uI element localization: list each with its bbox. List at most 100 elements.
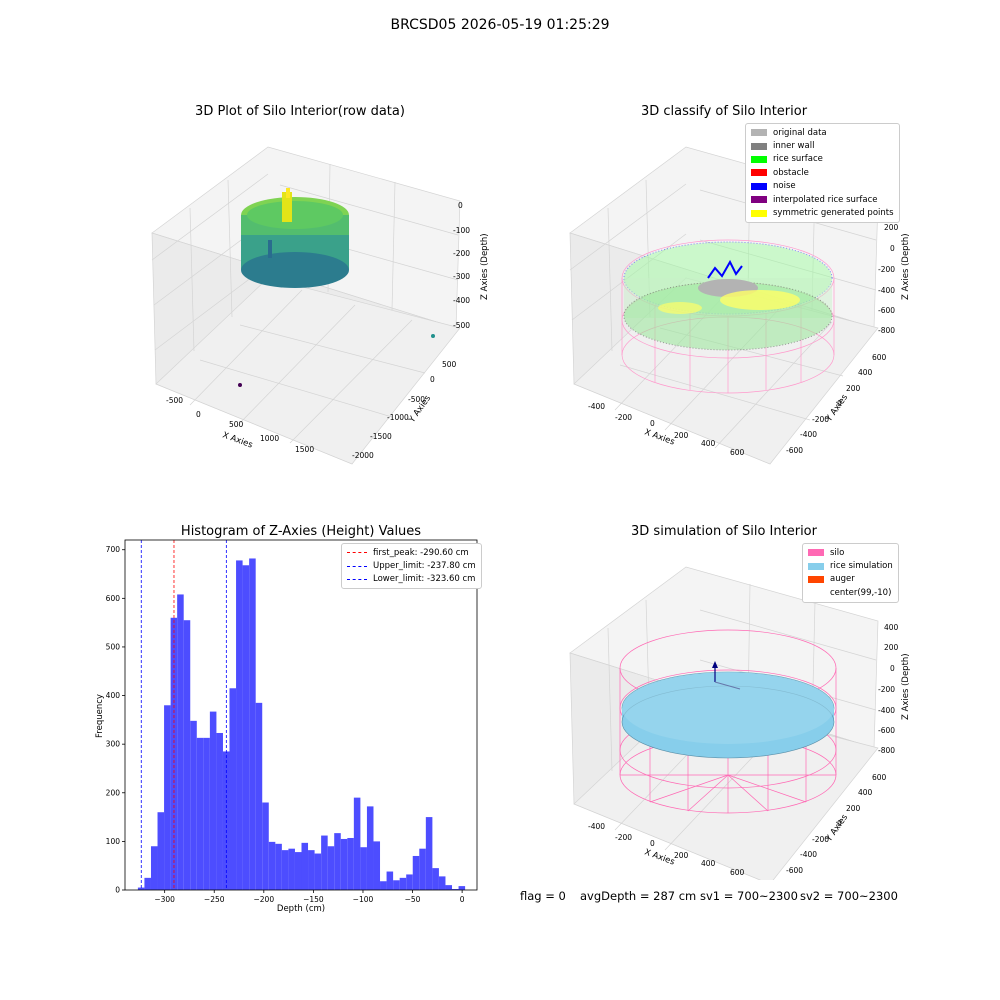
legend-item: noise <box>751 180 894 193</box>
raw-3d-plot: -500 0 500 1000 1500 500 0 -500 -1000 -1… <box>151 146 490 465</box>
z-tick-label: 0 <box>890 244 895 253</box>
x-tick-label: 0 <box>196 410 201 419</box>
histogram-bar <box>373 841 381 890</box>
legend-swatch <box>751 142 767 150</box>
raw-outlier-point <box>238 383 242 387</box>
legend-swatch <box>808 562 824 570</box>
x-tick-label: 400 <box>701 439 716 448</box>
footer-avg-depth: avgDepth = 287 cm <box>580 889 697 903</box>
x-tick-label: 1500 <box>295 445 314 454</box>
legend-label: noise <box>773 181 796 192</box>
z-tick-label: -200 <box>453 249 470 258</box>
z-axis-label: Z Axies (Depth) <box>901 233 911 300</box>
histogram-bar <box>314 853 322 890</box>
x-axis-label: X Axies <box>643 427 676 447</box>
histogram-reference-lines <box>140 540 227 890</box>
classify-legend: original data inner wall rice surface ob… <box>745 123 900 223</box>
legend-swatch <box>751 196 767 204</box>
histogram-bar <box>144 877 151 890</box>
histogram-bar <box>137 887 145 890</box>
z-tick-label: -600 <box>878 306 895 315</box>
x-tick-label: −50 <box>405 895 421 904</box>
raw-surface <box>241 188 349 288</box>
legend-item: first_peak: -290.60 cm <box>347 546 476 559</box>
y-tick-label: -1000 <box>387 413 409 422</box>
histogram-bar <box>229 688 237 890</box>
simulation-legend: silo rice simulation auger center(99,-10… <box>802 543 899 603</box>
y-tick-label: 0 <box>837 399 842 408</box>
legend-swatch <box>808 589 824 597</box>
rice-simulation-surface <box>621 671 835 759</box>
histogram-bar <box>425 817 433 890</box>
x-tick-label: -200 <box>615 413 632 422</box>
raw-plot-title: 3D Plot of Silo Interior(row data) <box>195 104 405 119</box>
x-tick-label: 200 <box>674 851 689 860</box>
z-axis-label: Z Axies (Depth) <box>480 233 490 300</box>
legend-label: Upper_limit: -237.80 cm <box>373 561 476 572</box>
classified-points <box>623 241 833 351</box>
histogram-bar <box>262 802 269 890</box>
raw-outlier-point <box>431 334 435 338</box>
histogram-bar <box>366 806 374 890</box>
histogram-chart: −300 −250 −200 −150 −100 −50 0 0 100 200 300 400 50… <box>95 539 478 914</box>
histogram-bar <box>438 876 446 890</box>
x-axis-label: Depth (cm) <box>277 904 325 914</box>
z-tick-label: -400 <box>878 706 895 715</box>
legend-item: rice simulation <box>808 559 893 572</box>
legend-item: obstacle <box>751 166 894 179</box>
histogram-bar <box>275 843 282 890</box>
x-tick-label: −300 <box>154 895 175 904</box>
histogram-bar <box>177 594 184 890</box>
legend-item: rice surface <box>751 153 894 166</box>
x-tick-label: −150 <box>303 895 324 904</box>
legend-item: symmetric generated points <box>751 206 894 219</box>
y-tick-label: 400 <box>858 368 873 377</box>
legend-label: center(99,-10) <box>830 587 892 598</box>
z-tick-label: -800 <box>878 326 895 335</box>
histogram-bar <box>360 847 367 890</box>
legend-label: silo <box>830 547 845 558</box>
histogram-bar <box>183 620 191 890</box>
legend-swatch <box>751 182 767 190</box>
x-tick-label: 400 <box>701 859 716 868</box>
legend-swatch <box>751 169 767 177</box>
footer-sv2: sv2 = 700~2300 <box>800 889 898 903</box>
legend-label: obstacle <box>773 167 809 178</box>
histogram-bar <box>203 737 210 890</box>
histogram-bar <box>445 885 453 890</box>
histogram-bar <box>236 560 243 890</box>
legend-item: original data <box>751 126 894 139</box>
histogram-bar <box>164 705 171 890</box>
x-tick-label: -500 <box>166 396 183 405</box>
y-tick-label: -400 <box>800 850 817 859</box>
legend-label: auger <box>830 574 855 585</box>
z-tick-label: 0 <box>890 664 895 673</box>
auger-marker <box>712 661 741 690</box>
histogram-y-ticks: 0 100 200 300 400 500 600 700 <box>106 545 125 895</box>
y-tick-label: 600 <box>872 773 887 782</box>
legend-item: interpolated rice surface <box>751 193 894 206</box>
histogram-bar <box>321 835 328 890</box>
legend-item: inner wall <box>751 139 894 152</box>
classify-3d-plot: -400 -200 0 200 400 600 600 400 200 0 -2… <box>569 146 911 465</box>
figure-title: BRCSD05 2026-05-19 01:25:29 <box>390 17 610 33</box>
x-tick-label: 0 <box>460 895 465 904</box>
histogram-bar <box>412 855 420 890</box>
legend-swatch <box>751 129 767 137</box>
y-tick-label: 400 <box>858 788 873 797</box>
histogram-bar <box>452 889 459 890</box>
z-axis-label: Z Axies (Depth) <box>901 653 911 720</box>
x-tick-label: 0 <box>650 839 655 848</box>
simulation-plot-title: 3D simulation of Silo Interior <box>631 524 817 539</box>
histogram-bar <box>255 702 263 890</box>
legend-label: Lower_limit: -323.60 cm <box>373 574 476 585</box>
y-tick-label: -200 <box>812 835 829 844</box>
legend-label: inner wall <box>773 141 815 152</box>
legend-line <box>347 552 367 554</box>
z-tick-label: -200 <box>878 265 895 274</box>
x-tick-label: −100 <box>353 895 374 904</box>
y-tick-label: 600 <box>872 353 887 362</box>
z-tick-label: 200 <box>884 643 899 652</box>
histogram-bar <box>288 848 295 890</box>
z-tick-label: 400 <box>884 623 899 632</box>
